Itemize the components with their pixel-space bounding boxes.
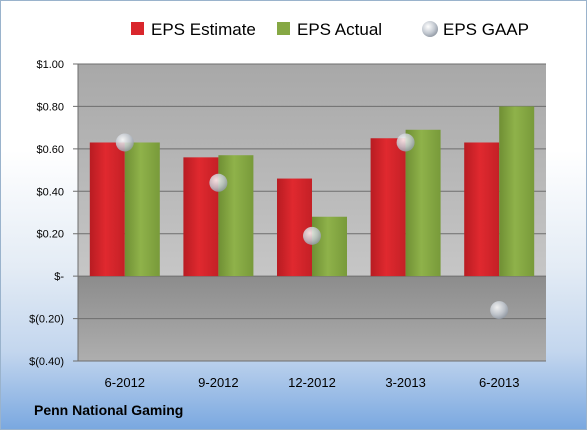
y-tick-label: $-: [54, 271, 64, 283]
eps-estimate-bar: [464, 142, 500, 277]
gaap-points: [115, 133, 509, 320]
company-name: Penn National Gaming: [34, 402, 184, 418]
legend: EPS Estimate EPS Actual EPS GAAP: [131, 20, 529, 39]
eps-actual-bar: [312, 216, 347, 277]
eps-estimate-bar: [277, 178, 312, 277]
eps-gaap-point: [303, 226, 321, 245]
x-tick-label: 3-2013: [385, 375, 425, 390]
eps-estimate-bar: [370, 138, 406, 277]
legend-swatch-gaap: [422, 21, 438, 37]
y-tick-label: $0.60: [36, 144, 64, 156]
eps-gaap-point: [115, 133, 134, 152]
legend-swatch-estimate: [131, 22, 144, 35]
y-tick-label: $0.20: [36, 229, 64, 241]
x-tick-label: 9-2012: [198, 375, 238, 390]
x-tick-label: 6-2013: [479, 375, 519, 390]
y-tick-label: $(0.20): [29, 314, 64, 326]
eps-gaap-point: [209, 173, 228, 192]
y-tick-label: $(0.40): [29, 356, 64, 368]
eps-actual-bar: [124, 142, 160, 277]
eps-actual-bar: [405, 129, 441, 277]
y-axis-tick-labels: $1.00 $0.80 $0.60 $0.40 $0.20 $- $(0.20) $(0.40…: [29, 59, 64, 368]
eps-actual-bar: [499, 106, 535, 277]
y-tick-label: $0.80: [36, 101, 64, 113]
y-tick-label: $1.00: [36, 59, 64, 71]
eps-gaap-point: [396, 133, 415, 152]
legend-label: EPS Actual: [297, 20, 382, 39]
eps-gaap-point: [490, 301, 509, 320]
legend-label: EPS GAAP: [443, 20, 529, 39]
legend-label: EPS Estimate: [151, 20, 256, 39]
eps-estimate-bar: [89, 142, 125, 277]
x-tick-label: 12-2012: [288, 375, 336, 390]
bars: [89, 106, 535, 277]
eps-estimate-bar: [183, 157, 219, 277]
legend-swatch-actual: [277, 22, 290, 35]
eps-actual-bar: [218, 155, 254, 277]
x-axis-tick-labels: 6-2012 9-2012 12-2012 3-2013 6-2013: [105, 375, 520, 390]
x-tick-label: 6-2012: [105, 375, 145, 390]
y-tick-label: $0.40: [36, 186, 64, 198]
